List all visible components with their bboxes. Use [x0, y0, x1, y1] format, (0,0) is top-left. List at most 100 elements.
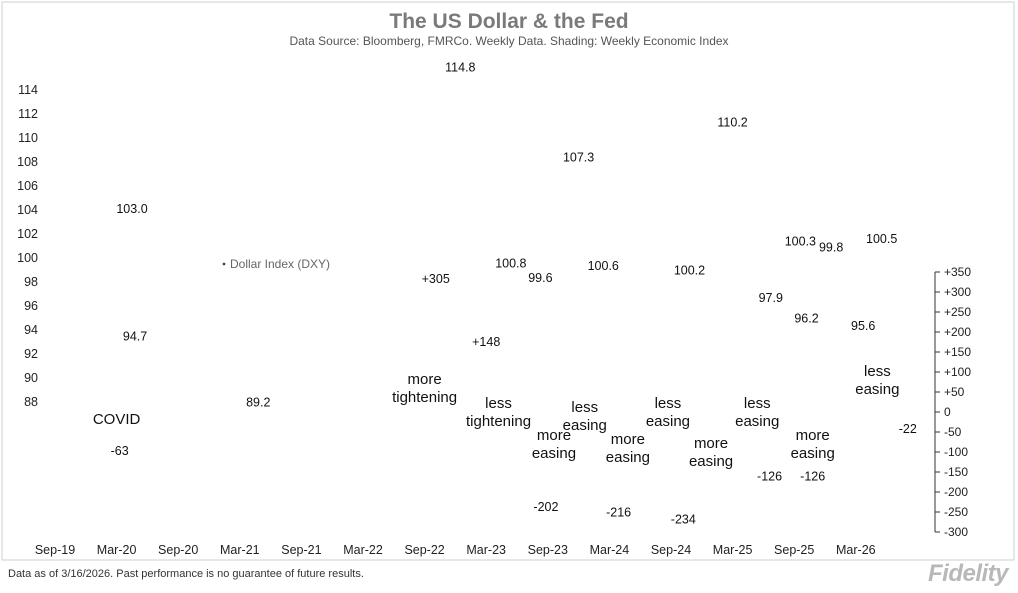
y-right-tick-label: +250: [944, 305, 971, 319]
index-annotation: -22: [899, 422, 917, 436]
y-left-tick-label: 114: [18, 83, 38, 97]
regime-label-line: easing: [735, 413, 779, 430]
y-right-tick-label: +350: [944, 265, 971, 279]
regime-label-line: easing: [689, 453, 733, 470]
dxy-annotation: 95.6: [851, 319, 875, 333]
regime-label-line: tightening: [466, 413, 531, 430]
regime-label: more easing: [791, 427, 835, 462]
regime-label-line: less: [744, 395, 771, 412]
x-tick-label: Mar-22: [343, 543, 383, 557]
regime-label-line: more: [408, 371, 442, 388]
footer-note: Data as of 3/16/2026. Past performance i…: [8, 568, 364, 580]
y-left-tick-label: 108: [17, 155, 38, 169]
y-left-tick-label: 112: [18, 107, 38, 121]
regime-label: more easing: [532, 427, 576, 462]
y-left-tick-label: 104: [17, 203, 38, 217]
x-tick-label: Sep-25: [774, 543, 814, 557]
regime-label: less easing: [855, 363, 899, 398]
index-annotation: +148: [472, 335, 500, 349]
regime-label-line: COVID: [93, 411, 141, 428]
regime-label-line: easing: [563, 417, 607, 434]
regime-label: more easing: [606, 431, 650, 466]
y-left-tick-label: 88: [24, 395, 38, 409]
regime-label-line: easing: [791, 445, 835, 462]
y-right-tick-label: -300: [944, 525, 968, 539]
chart-subtitle: Data Source: Bloomberg, FMRCo. Weekly Da…: [289, 34, 728, 48]
dxy-annotation: 100.8: [495, 256, 526, 270]
regime-label-line: easing: [855, 381, 899, 398]
y-right-tick-label: -100: [944, 445, 968, 459]
y-left-tick-label: 90: [24, 371, 38, 385]
y-right-tick-label: +100: [944, 365, 971, 379]
y-left-tick-label: 110: [18, 131, 38, 145]
regime-label-line: less: [655, 395, 682, 412]
dxy-annotation: 99.6: [528, 271, 552, 285]
regime-label: COVID: [93, 411, 141, 428]
x-tick-label: Sep-22: [404, 543, 444, 557]
chart-title: The US Dollar & the Fed: [389, 10, 628, 33]
regime-label: less easing: [735, 395, 779, 430]
y-left-tick-label: 100: [17, 251, 38, 265]
x-tick-label: Sep-20: [158, 543, 198, 557]
dxy-annotation: 100.5: [866, 232, 897, 246]
regime-label: more easing: [689, 435, 733, 470]
regime-label-line: easing: [532, 445, 576, 462]
x-tick-label: Mar-23: [466, 543, 506, 557]
x-tick-label: Sep-21: [281, 543, 321, 557]
dxy-annotation: 96.2: [794, 312, 818, 326]
y-left-tick-label: 98: [24, 275, 38, 289]
y-right-tick-label: -200: [944, 485, 968, 499]
index-annotation: -126: [800, 469, 825, 483]
y-right-tick-label: +300: [944, 285, 971, 299]
regime-label-line: tightening: [392, 389, 457, 406]
y-left-tick-label: 106: [17, 179, 38, 193]
y-right-tick-label: +150: [944, 345, 971, 359]
y-right-tick-label: 0: [944, 405, 951, 419]
regime-label-line: easing: [606, 449, 650, 466]
regime-label-line: more: [537, 427, 571, 444]
y-left-tick-label: 92: [24, 347, 38, 361]
y-left-tick-label: 96: [24, 299, 38, 313]
x-tick-label: Mar-26: [836, 543, 876, 557]
axes-layer: 88 90 92 94 96 98 100 102 104 106 108 110 112 114 +350…: [1, 1, 1015, 561]
y-right-tick-label: -150: [944, 465, 968, 479]
regime-label-line: easing: [646, 413, 690, 430]
regime-label-line: less: [571, 399, 598, 416]
x-tick-label: Mar-21: [220, 543, 260, 557]
y-left-tick-label: 102: [17, 227, 38, 241]
dxy-annotation: 110.2: [717, 116, 747, 130]
dxy-annotation: 100.2: [674, 264, 705, 278]
chart-frame: [1, 1, 1015, 561]
x-tick-label: Mar-20: [97, 543, 137, 557]
index-annotation: +305: [422, 272, 450, 286]
index-annotation: -216: [606, 505, 631, 519]
dxy-annotation: 99.8: [819, 240, 843, 254]
index-annotation: -63: [111, 444, 129, 458]
regime-label: less tightening: [466, 395, 531, 430]
x-tick-label: Sep-23: [528, 543, 568, 557]
dxy-annotation: 100.6: [588, 259, 619, 273]
dxy-annotation: 114.8: [445, 60, 475, 74]
y-right-tick-label: +50: [944, 385, 965, 399]
legend-marker: [222, 262, 226, 266]
regime-label: more tightening: [392, 371, 457, 406]
fidelity-logo: Fidelity: [927, 560, 1009, 587]
index-annotation: -126: [757, 469, 782, 483]
x-tick-label: Mar-24: [590, 543, 630, 557]
regime-label: less easing: [563, 399, 607, 434]
x-tick-label: Sep-24: [651, 543, 691, 557]
dxy-annotation: 107.3: [563, 150, 594, 164]
dxy-annotation: 94.7: [123, 330, 147, 344]
x-tick-label: Mar-25: [713, 543, 753, 557]
dxy-annotation: 89.2: [246, 396, 270, 410]
y-right-tick-label: -50: [944, 425, 962, 439]
regime-label-line: less: [864, 363, 891, 380]
regime-label-line: more: [796, 427, 830, 444]
y-left-tick-label: 94: [24, 323, 38, 337]
dxy-annotation: 100.3: [785, 234, 816, 248]
legend-label: Dollar Index (DXY): [230, 257, 330, 271]
index-annotation: -234: [671, 513, 696, 527]
y-right-tick-label: -250: [944, 505, 968, 519]
